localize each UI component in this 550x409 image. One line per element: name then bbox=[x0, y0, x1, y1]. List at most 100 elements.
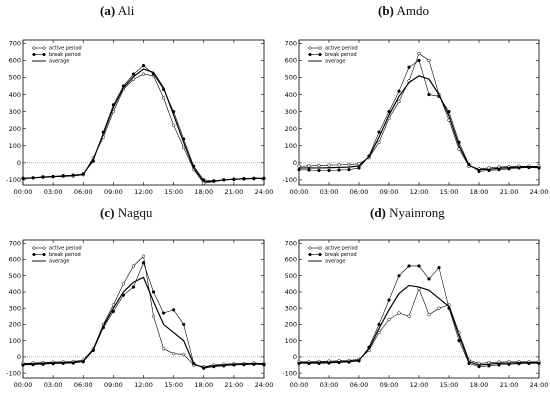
y-tick-label: 100 bbox=[9, 142, 21, 150]
chart-panel-d: -100 0 100 200 300 400 500 600 700 00:00 03:00 06:0… bbox=[282, 239, 548, 389]
panel-title-c: (c) Nagqu bbox=[100, 205, 153, 220]
chart-panel-b: -100 0 100 200 300 400 500 600 700 00:00 03:00 06:0… bbox=[282, 39, 548, 196]
x-tick-label: 12:00 bbox=[134, 381, 153, 389]
x-tick-label: 03:00 bbox=[320, 381, 339, 389]
data-point-1 bbox=[347, 162, 351, 167]
x-tick-label: 24:00 bbox=[255, 381, 274, 389]
data-point-2 bbox=[417, 58, 421, 63]
series-line-1 bbox=[22, 73, 264, 184]
data-point-2 bbox=[131, 285, 136, 289]
x-tick-label: 12:00 bbox=[134, 188, 153, 196]
x-tick-label: 03:00 bbox=[44, 188, 63, 196]
y-tick-label: 0 bbox=[17, 353, 21, 361]
data-point-1 bbox=[171, 123, 176, 127]
legend-marker-1 bbox=[308, 246, 312, 250]
x-tick-label: 00:00 bbox=[290, 381, 309, 389]
y-tick-label: 600 bbox=[9, 57, 21, 65]
data-point-2 bbox=[377, 322, 381, 327]
y-tick-label: 0 bbox=[17, 159, 21, 167]
legend-label-2: break period bbox=[49, 52, 81, 58]
data-point-2 bbox=[377, 130, 381, 134]
series-line-1 bbox=[299, 287, 539, 364]
legend-label-3: average bbox=[49, 259, 69, 265]
x-tick-label: 15:00 bbox=[440, 381, 459, 389]
y-tick-label: 200 bbox=[285, 321, 297, 329]
data-point-1 bbox=[387, 317, 391, 322]
legend-label-3: average bbox=[49, 59, 69, 65]
x-tick-label: 18:00 bbox=[470, 188, 489, 196]
legend-marker-1 bbox=[318, 46, 322, 50]
y-tick-label: 500 bbox=[285, 272, 297, 280]
data-point-1 bbox=[171, 351, 176, 356]
y-tick-label: 300 bbox=[9, 108, 21, 116]
legend-marker-2 bbox=[32, 52, 36, 57]
y-tick-label: 200 bbox=[285, 125, 297, 133]
data-point-1 bbox=[161, 347, 166, 351]
series-line-3 bbox=[299, 75, 540, 171]
y-tick-label: 600 bbox=[285, 256, 297, 264]
legend-marker-2 bbox=[318, 252, 322, 257]
data-point-1 bbox=[337, 163, 341, 167]
y-tick-label: -100 bbox=[6, 176, 21, 184]
data-point-2 bbox=[477, 169, 481, 174]
legend-marker-1 bbox=[42, 246, 46, 250]
series-line-2 bbox=[298, 59, 540, 172]
y-tick-label: 600 bbox=[9, 256, 21, 264]
y-tick-label: 0 bbox=[293, 159, 297, 167]
data-point-1 bbox=[397, 311, 401, 315]
y-tick-label: 300 bbox=[9, 304, 21, 312]
y-tick-label: 100 bbox=[9, 337, 21, 345]
y-tick-label: 200 bbox=[9, 125, 21, 133]
panel-title-d: (d) Nyainrong bbox=[370, 205, 445, 220]
y-tick-label: -100 bbox=[282, 369, 297, 377]
data-point-1 bbox=[131, 77, 136, 81]
y-tick-label: 400 bbox=[9, 91, 21, 99]
series-line-2 bbox=[299, 265, 539, 367]
data-point-2 bbox=[397, 89, 401, 93]
legend-marker-2 bbox=[32, 252, 36, 257]
data-point-2 bbox=[171, 308, 176, 312]
y-tick-label: 700 bbox=[285, 40, 297, 48]
series-line-1 bbox=[22, 255, 265, 367]
x-tick-label: 09:00 bbox=[104, 381, 123, 389]
x-tick-label: 06:00 bbox=[350, 381, 369, 389]
x-tick-label: 18:00 bbox=[194, 188, 213, 196]
data-point-2 bbox=[477, 364, 481, 369]
series-line-2 bbox=[22, 65, 265, 182]
y-tick-label: 200 bbox=[9, 321, 21, 329]
data-point-2 bbox=[161, 311, 166, 315]
x-tick-label: 06:00 bbox=[350, 188, 369, 196]
x-tick-label: 21:00 bbox=[225, 381, 244, 389]
y-tick-label: 400 bbox=[9, 288, 21, 296]
data-point-1 bbox=[202, 181, 206, 185]
data-point-1 bbox=[151, 314, 156, 318]
data-point-2 bbox=[437, 265, 441, 270]
data-point-1 bbox=[141, 254, 146, 258]
x-tick-label: 15:00 bbox=[164, 381, 183, 389]
y-tick-label: 400 bbox=[285, 288, 297, 296]
legend-marker-2 bbox=[42, 252, 46, 257]
data-point-1 bbox=[307, 164, 311, 168]
y-tick-label: 700 bbox=[285, 239, 297, 247]
data-point-2 bbox=[387, 298, 391, 302]
legend-marker-2 bbox=[308, 252, 312, 257]
data-point-1 bbox=[161, 96, 166, 100]
data-point-2 bbox=[317, 168, 321, 173]
data-point-1 bbox=[397, 99, 401, 104]
x-tick-label: 15:00 bbox=[440, 188, 459, 196]
legend-marker-2 bbox=[308, 52, 312, 57]
legend-marker-1 bbox=[308, 46, 312, 50]
legend-label-3: average bbox=[325, 259, 345, 265]
legend-marker-2 bbox=[318, 52, 322, 57]
data-point-2 bbox=[417, 264, 421, 268]
x-tick-label: 21:00 bbox=[500, 188, 519, 196]
data-point-2 bbox=[307, 168, 311, 172]
data-point-2 bbox=[427, 277, 431, 281]
data-point-1 bbox=[327, 163, 331, 167]
data-point-1 bbox=[121, 282, 126, 286]
data-point-1 bbox=[357, 162, 361, 166]
y-tick-label: 400 bbox=[285, 91, 297, 99]
data-point-2 bbox=[141, 261, 146, 265]
x-tick-label: 09:00 bbox=[104, 188, 123, 196]
series-line-3 bbox=[22, 68, 264, 183]
